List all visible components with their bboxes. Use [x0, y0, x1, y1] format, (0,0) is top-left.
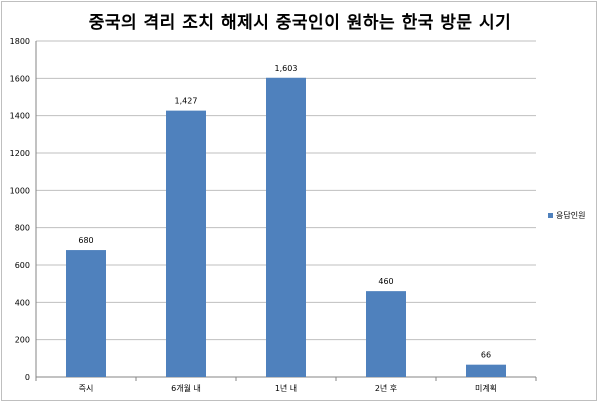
data-label: 680: [78, 236, 93, 245]
bar: [466, 364, 506, 377]
y-tick-label: 1600: [10, 74, 30, 83]
legend-label: 응답인원: [556, 211, 586, 220]
data-label: 66: [481, 351, 491, 360]
y-tick-label: 800: [15, 224, 30, 233]
y-tick-label: 1800: [10, 37, 30, 46]
data-label: 1,427: [175, 97, 198, 106]
y-tick-label: 200: [15, 336, 30, 345]
y-tick-label: 1400: [10, 112, 30, 121]
bar: [66, 250, 106, 377]
bar: [266, 77, 306, 378]
legend-swatch: [548, 213, 553, 218]
x-tick-label: 1년 내: [275, 383, 297, 393]
x-tick-label: 미계획: [475, 383, 497, 393]
y-tick-label: 400: [15, 298, 30, 307]
x-tick-label: 2년 후: [375, 383, 397, 393]
legend: 응답인원: [548, 210, 585, 221]
bar: [366, 291, 406, 377]
y-tick-label: 600: [15, 261, 30, 270]
y-tick-label: 1000: [10, 186, 30, 195]
y-tick-label: 1200: [10, 149, 30, 158]
x-tick-label: 즉시: [79, 384, 94, 393]
bar: [166, 110, 206, 378]
x-tick-label: 6개월 내: [171, 383, 201, 393]
data-label: 1,603: [275, 64, 298, 73]
data-label: 460: [378, 277, 393, 286]
chart-title: 중국의 격리 조치 해제시 중국인이 원하는 한국 방문 시기: [88, 13, 512, 33]
y-tick-label: 0: [25, 373, 30, 382]
